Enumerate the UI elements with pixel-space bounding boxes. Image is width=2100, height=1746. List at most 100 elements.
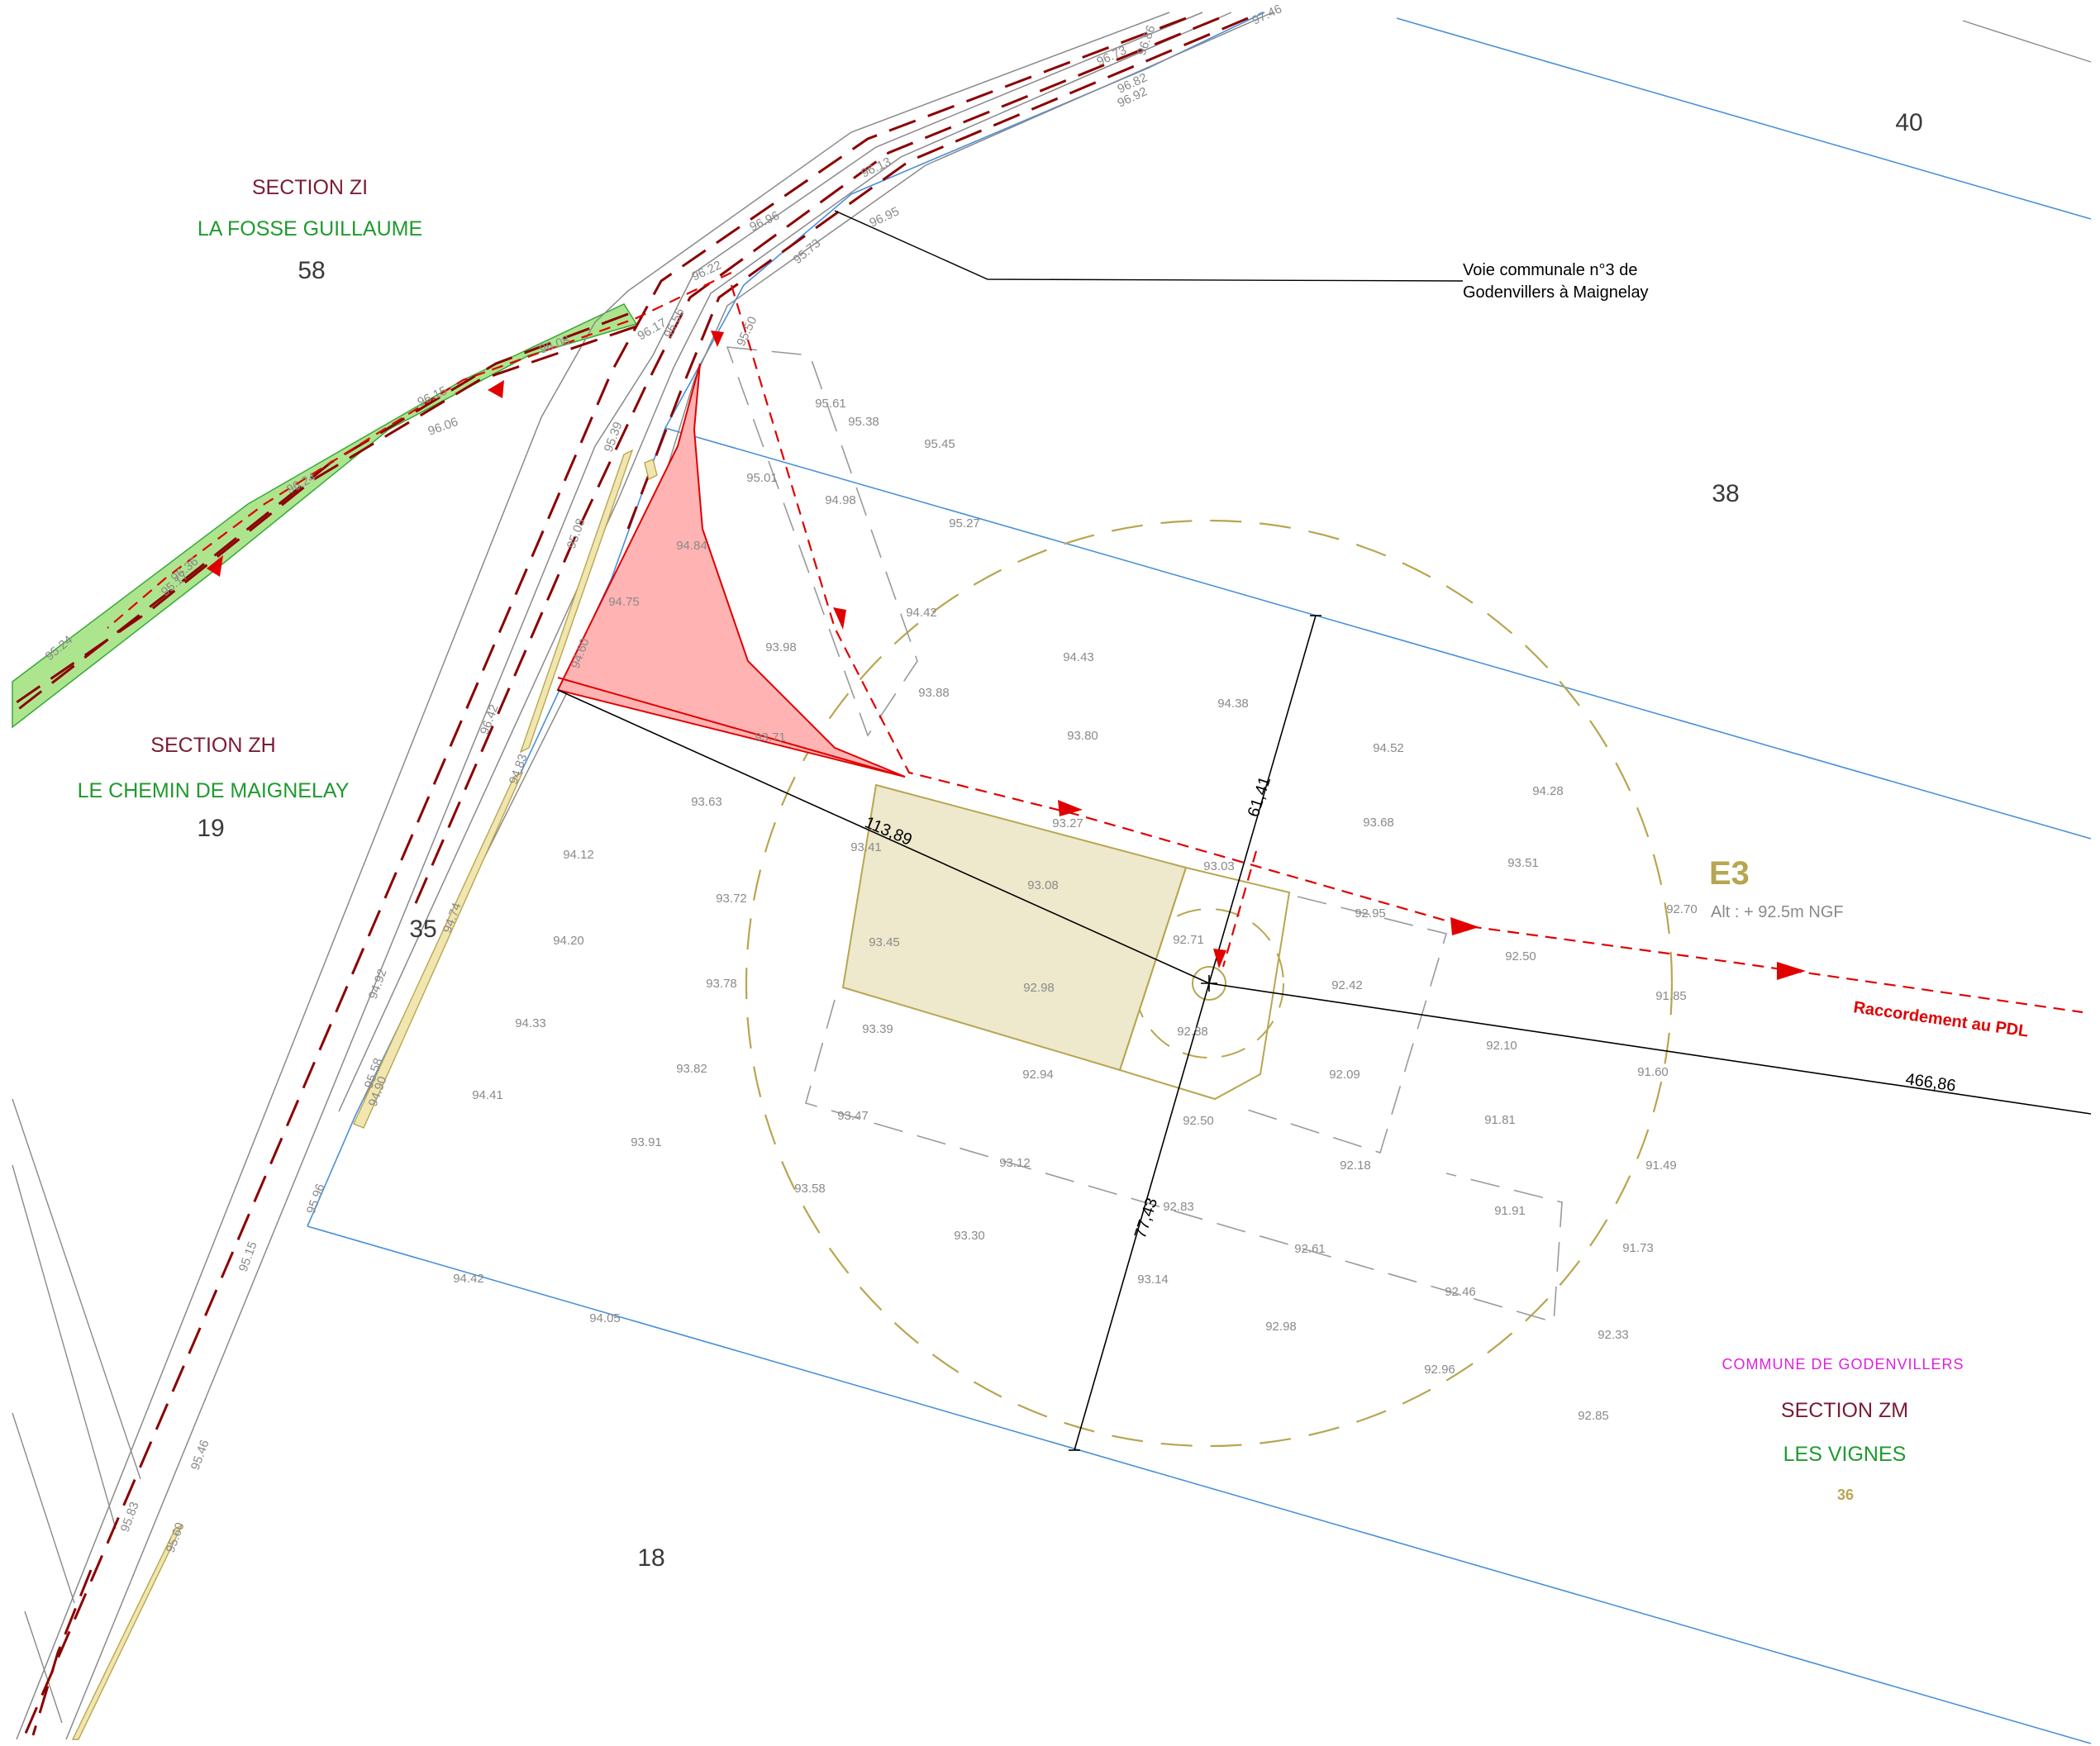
spot-height: 92.94 (1022, 1068, 1054, 1082)
road-spot-height: 97.46 (1250, 2, 1284, 27)
spot-height: 93.82 (676, 1062, 707, 1076)
spot-height: 92.50 (1183, 1114, 1214, 1128)
route-arrows (207, 331, 1806, 980)
road-label-leader (834, 210, 1464, 282)
spot-height: 91.81 (1484, 1113, 1516, 1127)
spot-height: 92.98 (1265, 1320, 1297, 1334)
grey-line-w1 (12, 1098, 141, 1480)
spot-height: 95.61 (815, 397, 846, 411)
dim-label-466: 466,86 (1904, 1070, 1957, 1095)
foundation-circle (1134, 908, 1284, 1059)
road-spot-height: 96.06 (426, 415, 460, 439)
arrow-3 (1058, 800, 1083, 816)
dim-label-77: 77,43 (1131, 1196, 1161, 1240)
road-spot-height: 96.42 (478, 702, 502, 736)
grey-line-w4 (24, 1610, 63, 1724)
grey-line-w3 (12, 1412, 75, 1604)
road-dash-6 (31, 1569, 93, 1736)
road-spot-height: 96.86 (1135, 23, 1159, 57)
spot-height: 95.45 (924, 437, 955, 451)
dim-label-61: 61,41 (1245, 774, 1274, 819)
grey-line-ne (1962, 20, 2092, 63)
road-dash-2 (412, 17, 1220, 910)
spot-height: 94.52 (1373, 741, 1404, 755)
spot-height: 93.12 (999, 1156, 1031, 1170)
road-spot-height: 95.60 (164, 1520, 188, 1554)
turbine-altitude: Alt : + 92.5m NGF (1711, 903, 1844, 921)
road-dash-3 (626, 17, 1249, 530)
spot-height: 93.08 (1027, 878, 1059, 892)
spot-height: 94.05 (589, 1311, 621, 1325)
road-spot-height: 95.08 (564, 516, 588, 550)
parcel-19-label: 19 (197, 815, 224, 842)
grey-line-w2 (12, 1164, 117, 1530)
construction-zones (726, 346, 1563, 1324)
spot-height: 94.43 (1063, 650, 1094, 664)
curb-strips (71, 449, 658, 1740)
spot-height: 93.78 (706, 977, 737, 991)
green-strip (12, 303, 638, 729)
spot-height: 91.60 (1637, 1065, 1669, 1079)
spot-height: 94.98 (825, 493, 856, 507)
spot-height: 93.39 (862, 1022, 893, 1036)
spot-height: 94.12 (563, 848, 594, 862)
road-spot-height: 95.46 (188, 1438, 212, 1472)
spot-height: 94.33 (515, 1016, 546, 1030)
road-spot-height: 96.95 (868, 204, 902, 230)
spot-height: 92.88 (1177, 1025, 1208, 1039)
curb-strip-2 (353, 771, 524, 1129)
spot-height: 94.42 (906, 606, 937, 620)
curb-strip-1 (519, 449, 634, 754)
parcel-40-label: 40 (1895, 109, 1922, 136)
parcel-boundaries (307, 12, 2092, 1744)
spot-height: 93.47 (837, 1109, 869, 1123)
spot-height: 92.09 (1329, 1068, 1360, 1082)
road-spot-height: 95.15 (236, 1239, 260, 1273)
cable-route-main (730, 284, 2083, 1014)
spot-height: 93.58 (794, 1182, 826, 1196)
construction-zone-east (1239, 896, 1448, 1154)
spot-height: 93.91 (631, 1135, 662, 1149)
spot-height: 94.41 (472, 1088, 503, 1102)
road-edge-inner-east (338, 12, 1232, 1112)
spot-height: 93.88 (918, 686, 950, 700)
road-edge-inner-west (65, 12, 1203, 1740)
construction-zone-north (726, 346, 918, 737)
road-spot-height: 95.83 (118, 1500, 142, 1534)
connection-label: Raccordement au PDL (1852, 998, 2029, 1040)
spot-height: 93.68 (1363, 816, 1394, 830)
arrow-5 (1777, 962, 1806, 980)
lieu-zh-label: LE CHEMIN DE MAIGNELAY (78, 779, 350, 802)
spot-height: 94.75 (608, 595, 640, 609)
spot-height: 94.42 (453, 1272, 484, 1286)
road-spot-height: 94.83 (507, 752, 531, 786)
access-platform (1118, 866, 1291, 1101)
arrow-7 (207, 555, 223, 577)
road-edge-outer-west (16, 12, 1170, 1740)
spot-height: 92.85 (1578, 1409, 1609, 1423)
spot-height: 92.98 (1023, 981, 1055, 995)
commune-label: COMMUNE DE GODENVILLERS (1721, 1356, 1964, 1373)
spot-height: 93.63 (691, 795, 722, 809)
road-dash-1 (23, 17, 1187, 1736)
spot-height: 93.27 (1052, 816, 1083, 830)
curb-strip-4 (644, 459, 658, 481)
spot-height: 92.33 (1598, 1328, 1629, 1342)
spot-height: 95.27 (949, 516, 980, 530)
spot-height: 93.45 (869, 935, 900, 949)
spot-height: 93.71 (755, 730, 786, 745)
section-zh-label: SECTION ZH (150, 734, 275, 757)
dim-line-61 (1208, 615, 1317, 984)
parcel-35-label: 35 (409, 916, 436, 943)
spot-height: 92.42 (1331, 978, 1363, 992)
spot-height: 93.41 (850, 840, 882, 854)
road-name-line1: Voie communale n°3 de (1463, 261, 1637, 279)
section-zm-label: SECTION ZM (1781, 1399, 1908, 1422)
spot-height: 94.84 (676, 539, 707, 553)
spot-height: 93.51 (1507, 856, 1539, 870)
dim-line-466 (1208, 982, 2092, 1115)
construction-zone-south (805, 999, 1563, 1324)
cable-route-to-turbine (1221, 850, 1258, 968)
spot-height: 94.20 (553, 934, 584, 948)
